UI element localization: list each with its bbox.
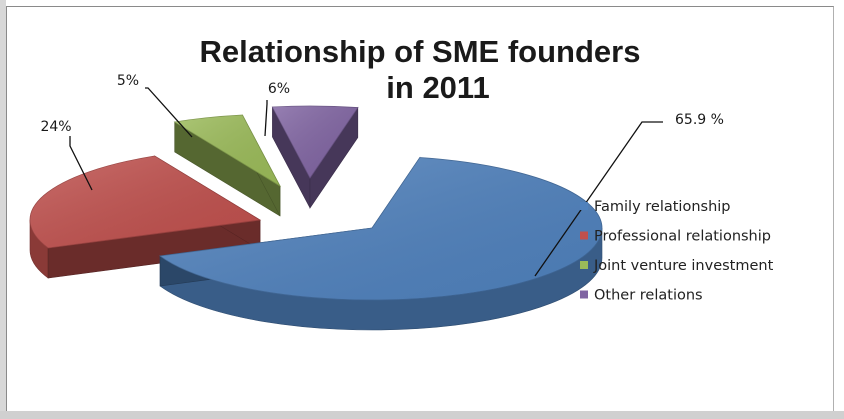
legend-label-other-relations: Other relations [594, 288, 703, 304]
data-label-joint-venture-investment: 5% [117, 73, 139, 89]
legend-swatch-professional-relationship [580, 231, 588, 240]
frame-left-edge [0, 0, 6, 419]
data-label-family-relationship: 65.9 % [675, 112, 724, 128]
data-labels: 65.9 % 24% 5% 6% [40, 73, 724, 135]
slice-top-shading [30, 155, 261, 248]
data-label-professional-relationship: 24% [40, 119, 71, 135]
leader-line-other-relations [264, 100, 268, 137]
chart-title-line-1: Relationship of SME founders [200, 34, 641, 69]
legend: Family relationship Professional relation… [580, 199, 774, 304]
legend-swatch-family-relationship [580, 202, 588, 210]
slice-top-shading [272, 106, 358, 178]
pie-slice-professional-relationship [29, 155, 262, 279]
data-label-other-relations: 6% [268, 81, 290, 97]
slice-top-shading [160, 157, 602, 300]
frame-bottom-edge [0, 411, 844, 419]
pie-slices [29, 105, 603, 331]
pie-slice-other-relations [271, 105, 359, 209]
pie-slice-joint-venture-investment [173, 114, 282, 217]
legend-swatch-joint-venture-investment [580, 261, 588, 269]
legend-label-family-relationship: Family relationship [594, 199, 731, 215]
legend-swatch-other-relations [580, 290, 588, 299]
chart-title-line-2: in 2011 [386, 70, 489, 105]
leader-line-family-relationship [534, 121, 663, 277]
pie-slice-family-relationship [159, 156, 603, 331]
leader-line-professional-relationship [69, 136, 93, 191]
legend-label-joint-venture-investment: Joint venture investment [593, 258, 774, 274]
slice-top-shading [174, 114, 280, 186]
leader-line-joint-venture-investment [145, 87, 193, 138]
legend-label-professional-relationship: Professional relationship [594, 229, 771, 245]
leader-lines [69, 87, 663, 277]
